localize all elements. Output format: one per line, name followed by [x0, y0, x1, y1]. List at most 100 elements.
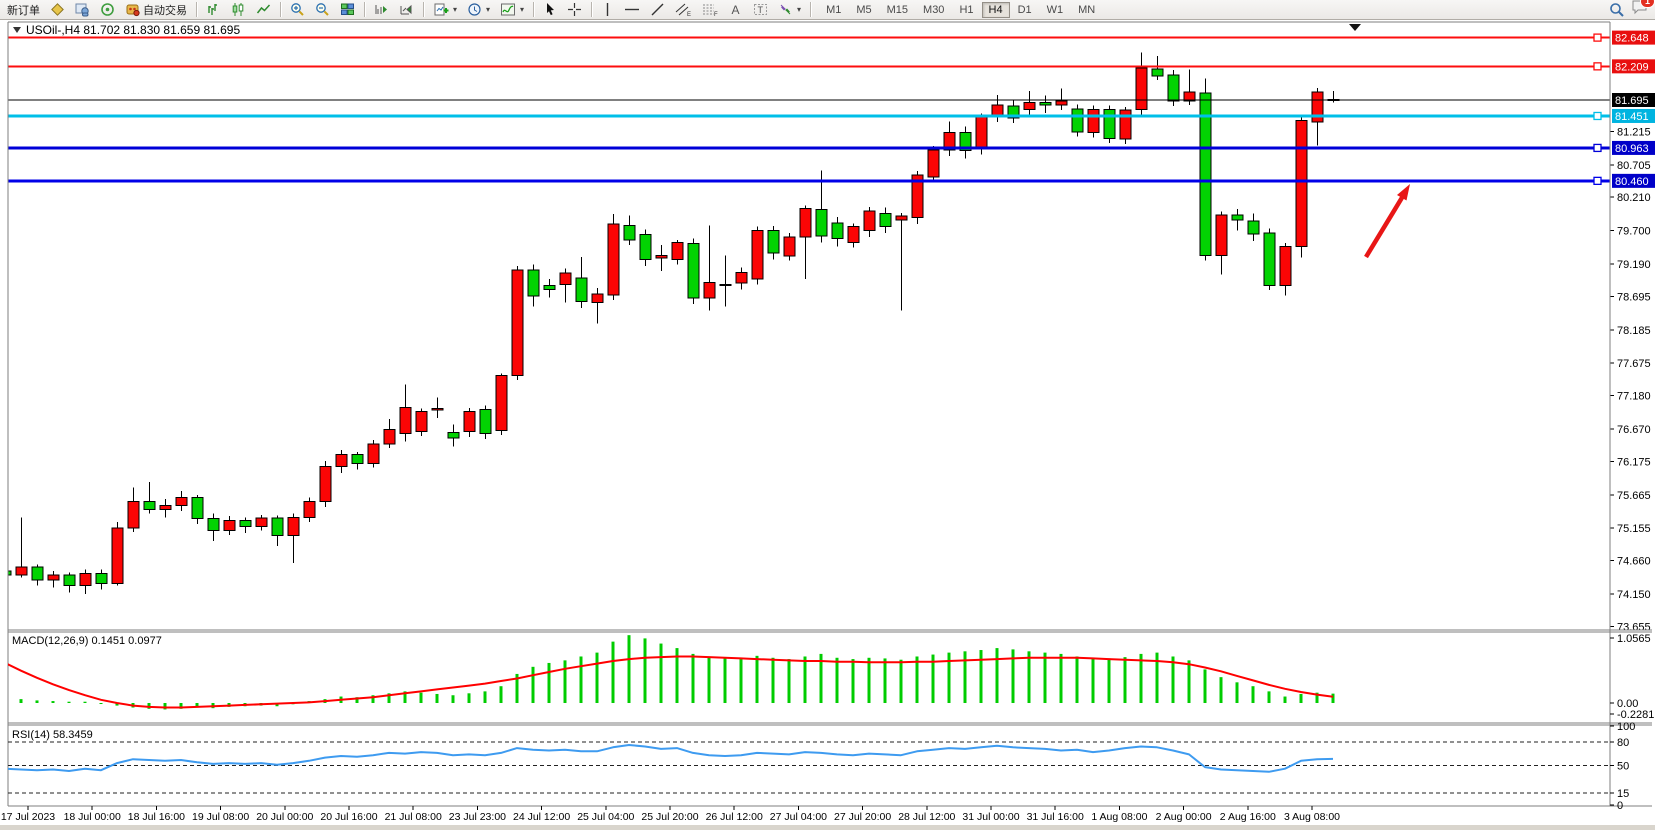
zoom-out-button[interactable] — [310, 0, 335, 20]
candle-body — [623, 224, 636, 241]
macd-histogram-bar — [1187, 660, 1191, 703]
time-tick-label: 25 Jul 04:00 — [577, 811, 634, 823]
zoom-in-button[interactable] — [285, 0, 310, 20]
price-badge — [1612, 173, 1655, 188]
symbol-dropdown-icon[interactable] — [13, 27, 21, 33]
macd-histogram-bar — [195, 703, 199, 708]
price-tick-label: 74.150 — [1617, 589, 1651, 601]
macd-histogram-bar — [1267, 691, 1271, 703]
candle-body — [1183, 91, 1196, 102]
candle-body — [463, 410, 476, 433]
candle-body — [175, 497, 188, 507]
trendline-tool-button[interactable] — [645, 0, 670, 20]
chart-shift-button[interactable] — [369, 0, 394, 20]
search-icon[interactable] — [1609, 2, 1625, 18]
auto-scroll-button[interactable] — [394, 0, 419, 20]
time-axis[interactable]: 17 Jul 2023 18 Jul 00:00 18 Jul 16:00 19 Ju… — [1, 806, 1340, 823]
macd-histogram-bar — [643, 638, 647, 703]
candle-body — [815, 209, 828, 237]
hline-80963[interactable]: 80.963 — [8, 140, 1655, 155]
candle-body — [415, 410, 428, 433]
candle-body — [975, 116, 988, 150]
auto-trading-button[interactable]: 自动交易 — [120, 0, 192, 20]
trend-arrow-annotation[interactable] — [1364, 184, 1410, 259]
candle-body — [1295, 120, 1308, 247]
fibonacci-tool-button[interactable]: F — [697, 0, 724, 20]
candle-body — [863, 210, 876, 232]
crosshair-icon — [568, 3, 582, 16]
macd-histogram-bar — [83, 701, 87, 703]
hline-handle[interactable] — [1593, 111, 1602, 121]
bar-chart-mode-button[interactable] — [201, 0, 226, 20]
price-axis[interactable]: 81.215 80.705 80.210 79.700 79.190 78.695 78.1… — [1610, 126, 1651, 633]
text-tool-button[interactable]: A — [724, 0, 748, 20]
macd-histogram-bar — [51, 701, 55, 703]
macd-histogram-bar — [419, 692, 423, 703]
hline-81451[interactable]: 81.451 — [8, 108, 1655, 123]
timeframe-button-h1[interactable]: H1 — [959, 3, 974, 16]
candle-body — [287, 516, 300, 537]
chat-button[interactable]: 1 — [1631, 0, 1655, 20]
macd-histogram-bar — [451, 695, 455, 703]
signals-button[interactable] — [95, 0, 120, 20]
candle-body — [1023, 101, 1036, 110]
horizontal-line-tool-button[interactable] — [619, 0, 645, 20]
price-badge — [1612, 30, 1655, 45]
market-watch-icon[interactable] — [45, 0, 70, 20]
macd-histogram-bar — [1075, 656, 1079, 703]
macd-histogram-bar — [1299, 693, 1303, 703]
price-tick-label: 78.185 — [1617, 325, 1651, 337]
macd-histogram-bar — [851, 659, 855, 703]
timeframe-button-m5[interactable]: M5 — [856, 3, 872, 16]
indicators-button[interactable]: ▾ — [495, 0, 529, 20]
line-chart-mode-button[interactable] — [251, 0, 276, 20]
candle-body — [911, 174, 924, 219]
text-label-tool-button[interactable]: T — [748, 0, 773, 20]
data-window-icon[interactable] — [70, 0, 95, 20]
hline-82209[interactable]: 82.209 — [8, 59, 1655, 74]
hline-handle[interactable] — [1593, 33, 1602, 42]
hline-handle[interactable] — [1593, 176, 1602, 186]
signal-icon — [101, 3, 114, 16]
new-order-button[interactable]: 新订单 — [2, 0, 45, 20]
macd-histogram-bar — [499, 686, 503, 703]
hline-81695[interactable]: 81.695 — [8, 93, 1655, 107]
new-chart-button[interactable]: ▾ — [428, 0, 462, 20]
equidistant-channel-tool-button[interactable]: E — [670, 0, 697, 20]
timeframe-button-h4[interactable]: H4 — [981, 1, 1010, 18]
chart-shift-marker-icon[interactable] — [1349, 24, 1361, 31]
candle-body — [1071, 108, 1084, 133]
hline-82648[interactable]: 82.648 — [8, 30, 1655, 45]
period-button[interactable]: ▾ — [462, 0, 495, 20]
price-badge-label: 81.451 — [1615, 111, 1649, 123]
timeframe-button-w1[interactable]: W1 — [1046, 3, 1064, 16]
price-tick-label: 77.675 — [1617, 358, 1651, 370]
toolbar-separator — [364, 2, 365, 17]
crosshair-tool-button[interactable] — [562, 0, 587, 20]
zoom-in-icon — [291, 3, 304, 16]
vertical-line-tool-button[interactable] — [596, 0, 619, 20]
hline-handle[interactable] — [1593, 62, 1602, 71]
tile-windows-button[interactable] — [335, 0, 360, 20]
timeframe-button-m15[interactable]: M15 — [886, 3, 909, 16]
candle-body — [159, 505, 172, 511]
hline-80460[interactable]: 80.460 — [8, 173, 1655, 188]
candle-body — [127, 501, 140, 529]
candle-body — [719, 283, 732, 287]
price-tick-label: 79.190 — [1617, 259, 1651, 271]
timeframe-button-m1[interactable]: M1 — [826, 3, 842, 16]
timeframe-button-d1[interactable]: D1 — [1017, 3, 1032, 16]
dropdown-caret-icon: ▾ — [453, 5, 458, 14]
arrows-tool-button[interactable]: ▾ — [773, 0, 806, 20]
candle-chart-mode-button[interactable] — [226, 0, 251, 20]
timeframe-button-mn[interactable]: MN — [1078, 3, 1096, 16]
hline-handle[interactable] — [1593, 143, 1602, 153]
fibonacci-icon: F — [703, 4, 718, 17]
cursor-tool-button[interactable] — [538, 0, 562, 20]
candle-body — [1055, 100, 1068, 106]
chart-title: USOil-,H4 81.702 81.830 81.659 81.695 — [26, 23, 240, 37]
rsi-scale-label: 0 — [1617, 800, 1623, 812]
timeframe-button-m30[interactable]: M30 — [923, 3, 945, 16]
